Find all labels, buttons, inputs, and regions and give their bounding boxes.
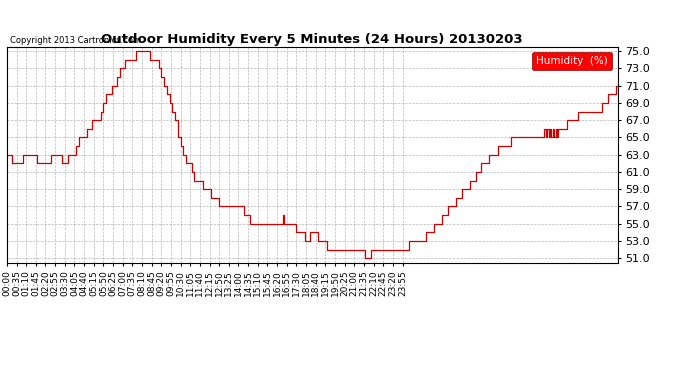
Text: Copyright 2013 Cartronics.com: Copyright 2013 Cartronics.com <box>10 36 141 45</box>
Legend: Humidity  (%): Humidity (%) <box>532 52 612 70</box>
Title: Outdoor Humidity Every 5 Minutes (24 Hours) 20130203: Outdoor Humidity Every 5 Minutes (24 Hou… <box>101 33 523 46</box>
